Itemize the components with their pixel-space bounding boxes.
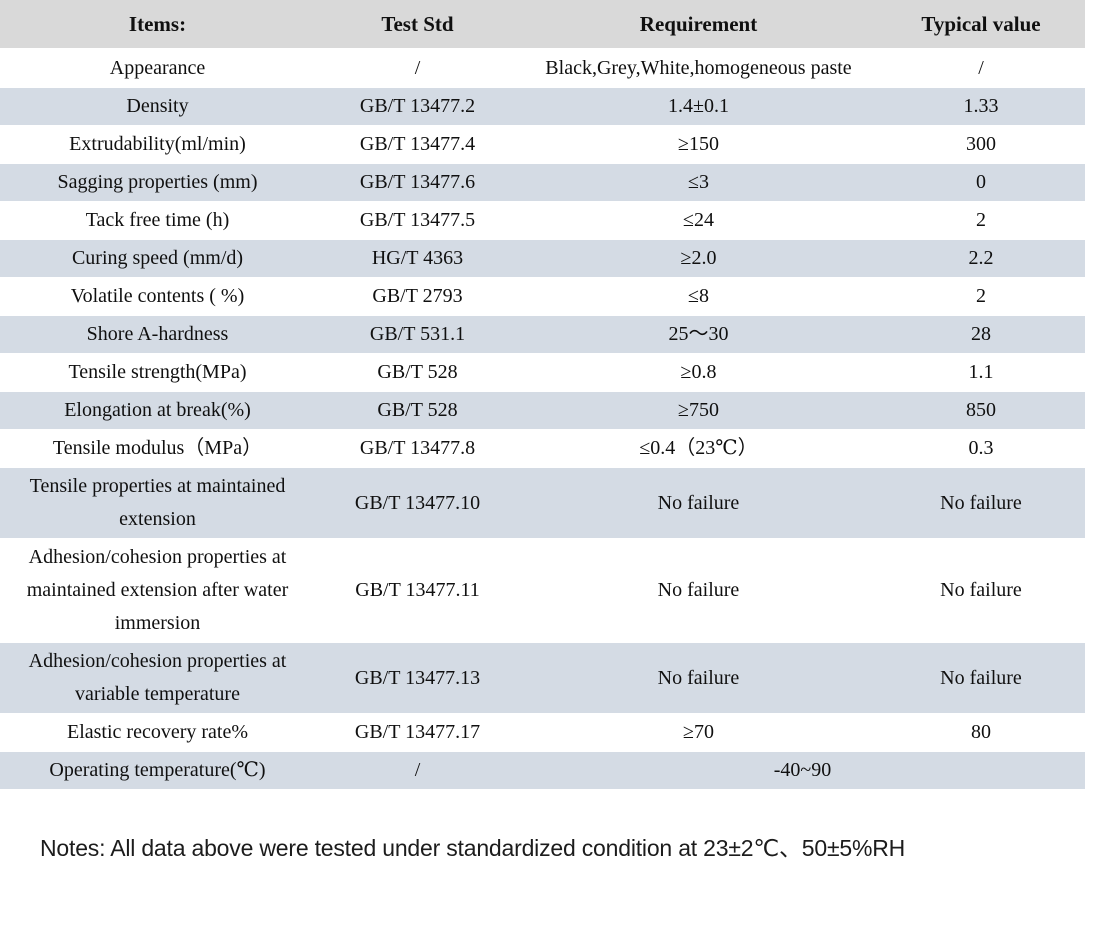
table-row: Sagging properties (mm) GB/T 13477.6 ≤3 0 [0, 163, 1085, 202]
notes-text: Notes: All data above were tested under … [40, 835, 906, 861]
requirement-cell: ≥2.0 [520, 239, 877, 278]
typical-value-cell: 0.3 [877, 429, 1085, 468]
test-std-cell: HG/T 4363 [315, 239, 520, 278]
typical-value-cell: 2 [877, 201, 1085, 240]
item-cell: Appearance [0, 48, 315, 88]
item-cell: Tensile modulus（MPa） [0, 429, 315, 468]
typical-value-cell: 1.1 [877, 353, 1085, 392]
column-header-test-std: Test Std [315, 0, 520, 50]
typical-value-cell: / [877, 48, 1085, 88]
test-std-cell: GB/T 13477.17 [315, 713, 520, 752]
test-std-cell: GB/T 13477.13 [315, 642, 520, 714]
item-cell: Curing speed (mm/d) [0, 239, 315, 278]
test-std-cell: GB/T 13477.2 [315, 87, 520, 126]
table-row: Density GB/T 13477.2 1.4±0.1 1.33 [0, 87, 1085, 126]
table-row: Tack free time (h) GB/T 13477.5 ≤24 2 [0, 201, 1085, 240]
item-cell: Volatile contents ( %) [0, 277, 315, 316]
test-std-cell: GB/T 531.1 [315, 315, 520, 354]
typical-value-cell: 2.2 [877, 239, 1085, 278]
item-cell: Elongation at break(%) [0, 391, 315, 430]
typical-value-cell: 2 [877, 277, 1085, 316]
spec-table-body: Appearance / Black,Grey,White,homogeneous … [0, 48, 1085, 790]
column-header-requirement: Requirement [520, 0, 877, 50]
typical-value-cell: No failure [877, 538, 1085, 643]
test-std-cell: GB/T 13477.4 [315, 125, 520, 164]
header-row: Items: Test Std Requirement Typical valu… [0, 0, 1085, 50]
test-std-cell: GB/T 13477.6 [315, 163, 520, 202]
requirement-cell: ≤24 [520, 201, 877, 240]
typical-value-cell: 28 [877, 315, 1085, 354]
requirement-cell: ≥0.8 [520, 353, 877, 392]
table-row: Tensile modulus（MPa） GB/T 13477.8 ≤0.4（23℃… [0, 429, 1085, 468]
typical-value-cell: No failure [877, 467, 1085, 539]
test-std-cell: GB/T 13477.5 [315, 201, 520, 240]
requirement-cell: -40~90 [520, 751, 1085, 790]
requirement-cell: ≤0.4（23℃） [520, 429, 877, 468]
requirement-cell: 1.4±0.1 [520, 87, 877, 126]
typical-value-cell: 1.33 [877, 87, 1085, 126]
requirement-cell: 25～30 [520, 315, 877, 354]
test-std-cell: GB/T 528 [315, 391, 520, 430]
item-cell: Tack free time (h) [0, 201, 315, 240]
column-header-typical-value: Typical value [877, 0, 1085, 50]
table-row: Tensile properties at maintained extensi… [0, 467, 1085, 539]
requirement-cell: No failure [520, 467, 877, 539]
table-row: Adhesion/cohesion properties at maintain… [0, 538, 1085, 643]
test-std-cell: / [315, 751, 520, 790]
item-cell: Operating temperature(℃) [0, 751, 315, 790]
requirement-cell: No failure [520, 538, 877, 643]
typical-value-cell: 0 [877, 163, 1085, 202]
item-cell: Density [0, 87, 315, 126]
requirement-cell: ≥750 [520, 391, 877, 430]
table-row: Curing speed (mm/d) HG/T 4363 ≥2.0 2.2 [0, 239, 1085, 278]
table-row: Tensile strength(MPa) GB/T 528 ≥0.8 1.1 [0, 353, 1085, 392]
item-cell: Shore A-hardness [0, 315, 315, 354]
spec-table: Items: Test Std Requirement Typical valu… [0, 0, 1085, 790]
item-cell: Elastic recovery rate% [0, 713, 315, 752]
typical-value-cell: No failure [877, 642, 1085, 714]
typical-value-cell: 80 [877, 713, 1085, 752]
test-std-cell: GB/T 13477.11 [315, 538, 520, 643]
table-row: Operating temperature(℃) / -40~90 [0, 751, 1085, 790]
requirement-cell: Black,Grey,White,homogeneous paste [520, 48, 877, 88]
typical-value-cell: 300 [877, 125, 1085, 164]
requirement-cell: ≤3 [520, 163, 877, 202]
item-cell: Adhesion/cohesion properties at maintain… [0, 538, 315, 643]
typical-value-cell: 850 [877, 391, 1085, 430]
item-cell: Adhesion/cohesion properties at variable… [0, 642, 315, 714]
table-row: Adhesion/cohesion properties at variable… [0, 642, 1085, 714]
item-cell: Tensile properties at maintained extensi… [0, 467, 315, 539]
test-std-cell: GB/T 13477.10 [315, 467, 520, 539]
item-cell: Sagging properties (mm) [0, 163, 315, 202]
test-std-cell: GB/T 528 [315, 353, 520, 392]
item-cell: Tensile strength(MPa) [0, 353, 315, 392]
requirement-cell: ≥70 [520, 713, 877, 752]
table-row: Elastic recovery rate% GB/T 13477.17 ≥70 80 [0, 713, 1085, 752]
requirement-cell: No failure [520, 642, 877, 714]
test-std-cell: GB/T 2793 [315, 277, 520, 316]
test-std-cell: / [315, 48, 520, 88]
table-row: Elongation at break(%) GB/T 528 ≥750 850 [0, 391, 1085, 430]
table-row: Extrudability(ml/min) GB/T 13477.4 ≥150 300 [0, 125, 1085, 164]
column-header-items: Items: [0, 0, 315, 50]
requirement-cell: ≤8 [520, 277, 877, 316]
item-cell: Extrudability(ml/min) [0, 125, 315, 164]
table-row: Appearance / Black,Grey,White,homogeneous … [0, 48, 1085, 88]
table-row: Volatile contents ( %) GB/T 2793 ≤8 2 [0, 277, 1085, 316]
requirement-cell: ≥150 [520, 125, 877, 164]
test-std-cell: GB/T 13477.8 [315, 429, 520, 468]
table-row: Shore A-hardness GB/T 531.1 25～30 28 [0, 315, 1085, 354]
